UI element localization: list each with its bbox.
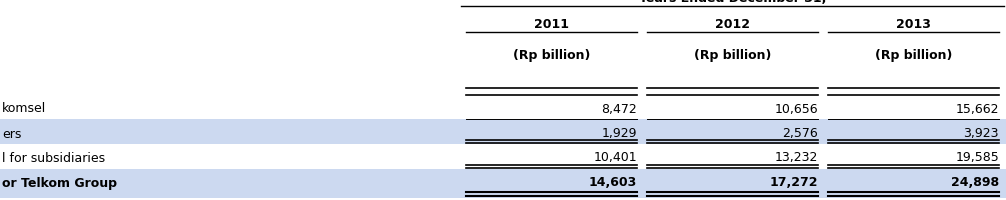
Bar: [0, 94, 1006, 119]
Text: 19,585: 19,585: [956, 152, 999, 164]
Text: 10,401: 10,401: [594, 152, 637, 164]
Text: 24,898: 24,898: [951, 176, 999, 190]
Bar: [0, 169, 1006, 198]
Text: 2,576: 2,576: [782, 128, 818, 140]
Text: 14,603: 14,603: [589, 176, 637, 190]
Text: (Rp billion): (Rp billion): [513, 49, 590, 62]
Text: 8,472: 8,472: [601, 102, 637, 116]
Text: 13,232: 13,232: [775, 152, 818, 164]
Text: l for subsidiaries: l for subsidiaries: [2, 152, 106, 164]
Text: 2011: 2011: [534, 18, 568, 31]
Text: or Telkom Group: or Telkom Group: [2, 176, 117, 190]
Text: (Rp billion): (Rp billion): [875, 49, 952, 62]
Text: 1,929: 1,929: [602, 128, 637, 140]
Text: 10,656: 10,656: [775, 102, 818, 116]
Text: 17,272: 17,272: [770, 176, 818, 190]
Text: 3,923: 3,923: [964, 128, 999, 140]
Text: 2012: 2012: [715, 18, 749, 31]
Text: 2013: 2013: [896, 18, 931, 31]
Text: ers: ers: [2, 128, 21, 140]
Bar: [0, 144, 1006, 169]
Text: Years Ended December 31,: Years Ended December 31,: [638, 0, 827, 5]
Bar: [0, 119, 1006, 144]
Text: 15,662: 15,662: [956, 102, 999, 116]
Text: komsel: komsel: [2, 102, 46, 116]
Text: (Rp billion): (Rp billion): [694, 49, 771, 62]
